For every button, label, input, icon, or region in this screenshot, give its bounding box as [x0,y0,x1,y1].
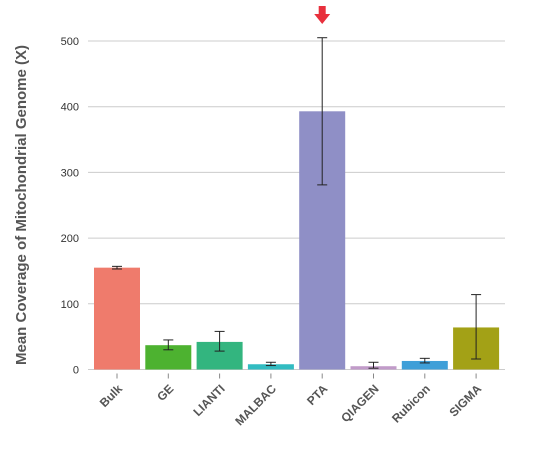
bar-malbac [247,364,294,370]
x-tick-label-malbac: MALBAC [232,381,279,428]
x-tick-label-bulk: Bulk [97,381,126,410]
x-axis-ticks: Bulk GE LIANTI MALBAC PTA QIAGEN Rubicon SIGMA [97,373,485,428]
error-bar-malbac [265,361,276,367]
error-bars [112,37,482,369]
x-tick-label-lianti: LIANTI [190,382,227,419]
highlight-marker [314,6,331,24]
bar-bulk [94,267,140,370]
y-tick-label-0: 0 [73,365,79,377]
error-bar-bulk [112,265,122,270]
y-tick-label-500: 500 [61,36,79,48]
y-axis-label: Mean Coverage of Mitochondrial Genome (X… [13,45,30,365]
arrow-down-icon [314,6,331,24]
y-tick-label-400: 400 [61,102,79,114]
error-bar-qiagen [368,361,379,369]
y-tick-label-300: 300 [61,167,79,179]
y-tick-label-200: 200 [61,233,79,245]
y-tick-label-100: 100 [61,299,79,311]
y-axis-ticks: 0 100 200 300 400 500 [61,36,79,377]
error-bar-ge [163,339,174,351]
x-tick-label-rubicon: Rubicon [389,382,433,426]
gridlines [88,40,505,370]
error-bar-lianti [214,330,225,352]
bars [94,111,500,370]
x-tick-label-qiagen: QIAGEN [338,382,381,425]
error-bar-pta [317,37,328,186]
bar-rubicon [401,360,448,370]
x-tick-label-ge: GE [154,382,176,404]
error-bar-sigma [471,294,482,360]
x-tick-label-sigma: SIGMA [447,381,485,419]
error-bar-rubicon [419,357,430,364]
x-tick-label-pta: PTA [304,381,330,407]
